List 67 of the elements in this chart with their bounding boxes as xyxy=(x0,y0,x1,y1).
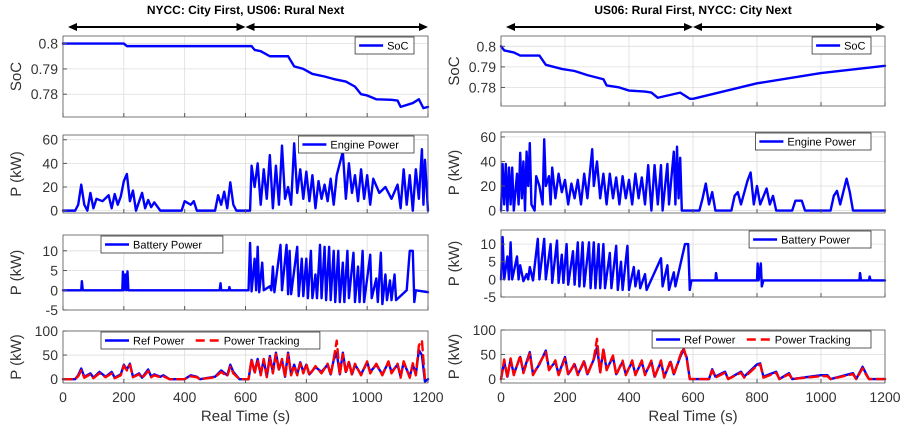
y-tick-label: 60 xyxy=(42,132,58,148)
legend-label: Battery Power xyxy=(133,240,202,252)
y-tick-label: 0 xyxy=(50,202,58,219)
x-tick-label: 1200 xyxy=(412,389,444,405)
y-tick-label: 0.79 xyxy=(468,58,496,75)
y-axis-title: P (kW) xyxy=(446,240,463,286)
x-tick-label: 400 xyxy=(172,389,197,405)
y-tick-label: 10 xyxy=(480,236,496,252)
y-tick-label: 20 xyxy=(480,178,496,194)
y-tick-label: 0.78 xyxy=(468,79,496,96)
line-series xyxy=(500,236,886,292)
y-tick-label: 0.79 xyxy=(30,60,58,77)
y-tick-label: 50 xyxy=(480,346,496,363)
line-series xyxy=(500,138,886,212)
y-axis-title: SoC xyxy=(446,56,463,86)
y-axis-title: P (kW) xyxy=(8,151,25,197)
x-tick-label: 1200 xyxy=(869,389,901,405)
legend-label: Engine Power xyxy=(787,136,856,148)
x-tick-label: 800 xyxy=(745,389,769,405)
x-tick-label: 200 xyxy=(553,389,577,405)
legend-label: Ref Power xyxy=(684,334,736,346)
y-axis-title: P (kW) xyxy=(446,334,463,380)
x-tick-label: 400 xyxy=(617,389,641,405)
y-tick-label: 100 xyxy=(34,323,58,339)
x-tick-label: 200 xyxy=(112,389,136,405)
y-axis-title: P (kW) xyxy=(446,150,463,196)
y-tick-label: 10 xyxy=(42,242,58,259)
legend-label: Power Tracking xyxy=(774,334,851,346)
y-tick-label: 0 xyxy=(488,271,496,288)
y-axis-title: P (kW) xyxy=(8,334,25,380)
y-tick-label: 0.8 xyxy=(38,36,58,52)
chart-title: US06: Rural First, NYCC: City Next xyxy=(594,3,792,17)
y-tick-label: 0.8 xyxy=(476,38,496,54)
x-axis-title: Real Time (s) xyxy=(200,408,290,425)
y-tick-label: 0 xyxy=(50,371,58,388)
y-tick-label: 5 xyxy=(50,262,58,279)
y-tick-label: -5 xyxy=(484,289,496,305)
x-tick-label: 600 xyxy=(681,389,705,405)
y-tick-label: -5 xyxy=(46,302,58,318)
x-tick-label: 1000 xyxy=(805,389,837,405)
y-axis-title: P (kW) xyxy=(8,250,25,296)
line-series xyxy=(500,338,886,380)
line-series xyxy=(62,242,430,306)
y-tick-label: 40 xyxy=(42,155,58,172)
y-tick-label: 40 xyxy=(480,153,496,170)
y-tick-label: 5 xyxy=(488,254,496,270)
y-tick-label: 20 xyxy=(42,179,58,195)
chart-title: NYCC: City First, US06: Rural Next xyxy=(146,3,344,17)
y-tick-label: 100 xyxy=(472,322,496,338)
legend-label: Battery Power xyxy=(781,234,851,246)
legend-label: Engine Power xyxy=(330,140,400,152)
x-axis-title: Real Time (s) xyxy=(648,408,738,425)
y-tick-label: 0.78 xyxy=(30,86,58,102)
legend-label: SoC xyxy=(844,40,866,52)
x-tick-label: 600 xyxy=(234,389,258,405)
y-tick-label: 0 xyxy=(50,282,58,298)
y-tick-label: 60 xyxy=(480,128,496,145)
line-series xyxy=(62,42,430,110)
y-tick-label: 50 xyxy=(42,347,58,364)
x-tick-label: 1000 xyxy=(352,389,383,405)
y-tick-label: 0 xyxy=(488,371,496,388)
legend-label: SoC xyxy=(387,40,409,52)
legend-label: Ref Power xyxy=(133,336,185,348)
y-tick-label: 0 xyxy=(488,202,496,219)
y-axis-title: SoC xyxy=(8,62,25,92)
legend-label: Power Tracking xyxy=(224,336,300,348)
x-tick-label: 800 xyxy=(294,389,318,405)
